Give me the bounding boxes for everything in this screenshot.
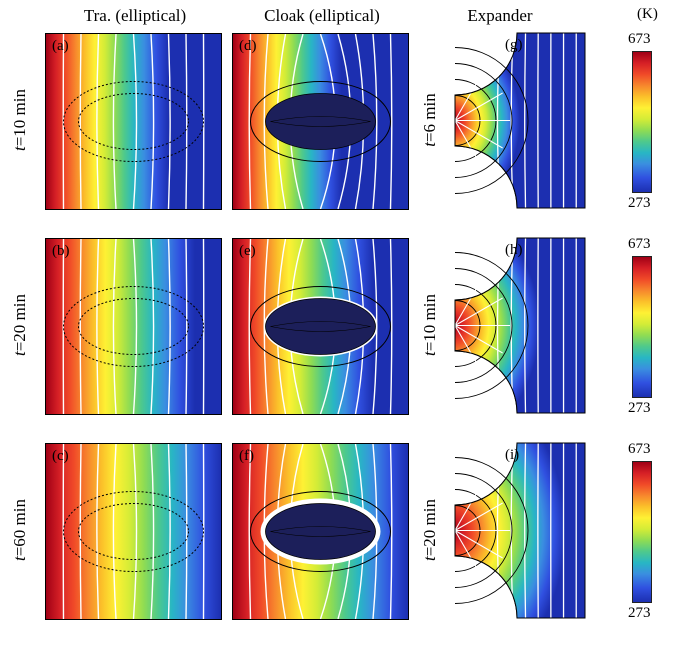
- colorbar: 673 273: [620, 238, 665, 438]
- row-label-left-2: t=20 min: [10, 265, 30, 385]
- unit-label: (K): [637, 6, 658, 23]
- colorbar-min: 273: [628, 195, 651, 212]
- colorbar: 673 273: [620, 33, 665, 233]
- panel-e: (e): [232, 238, 409, 415]
- panel-a: (a): [45, 33, 222, 210]
- row-label-right-3: t=20 min: [420, 470, 440, 590]
- panel-i: (i): [455, 443, 585, 618]
- colorbar-max: 673: [628, 236, 651, 253]
- panel-g: (g): [455, 33, 585, 208]
- row-label-right-1: t=6 min: [420, 60, 440, 180]
- colorbar-min: 273: [628, 605, 651, 622]
- panel-id-b: (b): [52, 243, 70, 260]
- col-header-3: Expander: [430, 6, 570, 26]
- colorbar-max: 673: [628, 441, 651, 458]
- panel-id-a: (a): [52, 38, 69, 55]
- panel-id-g: (g): [505, 37, 523, 54]
- colorbar-bar: [632, 256, 652, 398]
- col-header-1: Tra. (elliptical): [45, 6, 225, 26]
- colorbar-bar: [632, 461, 652, 603]
- colorbar-max: 673: [628, 31, 651, 48]
- panel-id-c: (c): [52, 448, 69, 465]
- panel-b: (b): [45, 238, 222, 415]
- colorbar: 673 273: [620, 443, 665, 643]
- colorbar-bar: [632, 51, 652, 193]
- panel-id-i: (i): [505, 447, 519, 464]
- row-label-left-1: t=10 min: [10, 60, 30, 180]
- panel-id-d: (d): [239, 38, 257, 55]
- panel-id-e: (e): [239, 243, 256, 260]
- row-label-right-2: t=10 min: [420, 265, 440, 385]
- panel-c: (c): [45, 443, 222, 620]
- panel-id-f: (f): [239, 448, 254, 465]
- panel-h: (h): [455, 238, 585, 413]
- row-label-left-3: t=60 min: [10, 470, 30, 590]
- panel-f: (f): [232, 443, 409, 620]
- col-header-2: Cloak (elliptical): [232, 6, 412, 26]
- colorbar-min: 273: [628, 400, 651, 417]
- panel-d: (d): [232, 33, 409, 210]
- panel-id-h: (h): [505, 242, 523, 259]
